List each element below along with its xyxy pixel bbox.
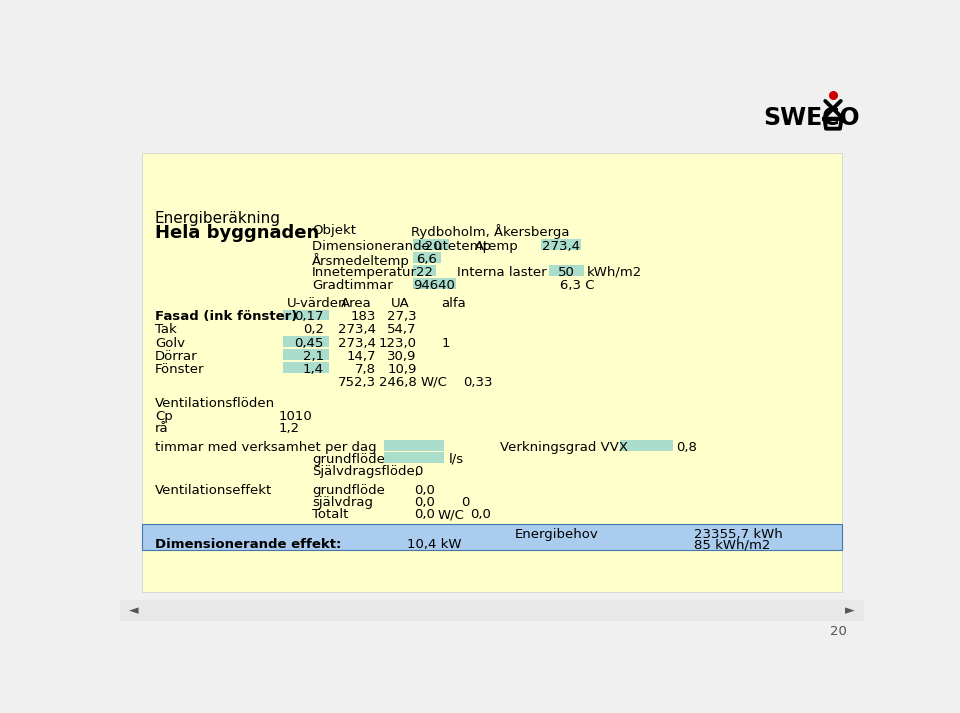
Text: 0,0: 0,0 bbox=[415, 496, 436, 509]
Text: U-värden: U-värden bbox=[287, 297, 348, 310]
Text: 0,33: 0,33 bbox=[464, 376, 492, 389]
Text: 7,8: 7,8 bbox=[355, 363, 375, 376]
Text: 183: 183 bbox=[350, 310, 375, 324]
Text: SWECO: SWECO bbox=[763, 106, 860, 130]
Text: timmar med verksamhet per dag: timmar med verksamhet per dag bbox=[155, 441, 376, 453]
Text: 0,0: 0,0 bbox=[415, 508, 436, 521]
Text: 22: 22 bbox=[416, 266, 433, 279]
Text: kWh/m2: kWh/m2 bbox=[587, 266, 642, 279]
Text: 1,2: 1,2 bbox=[278, 422, 300, 435]
Text: 23355,7 kWh: 23355,7 kWh bbox=[693, 528, 782, 540]
Text: Hela byggnaden: Hela byggnaden bbox=[155, 224, 319, 242]
Text: Innetemperatur: Innetemperatur bbox=[312, 266, 418, 279]
Text: 27,3: 27,3 bbox=[387, 310, 417, 324]
Text: 0,17: 0,17 bbox=[295, 310, 324, 324]
Bar bbox=[413, 239, 448, 250]
Text: 273,4: 273,4 bbox=[338, 324, 375, 337]
Text: Självdragsflöde,: Självdragsflöde, bbox=[312, 465, 420, 478]
Text: Totalt: Totalt bbox=[312, 508, 348, 521]
Text: grundflöde: grundflöde bbox=[312, 453, 385, 466]
Text: Area: Area bbox=[341, 297, 372, 310]
Bar bbox=[383, 440, 444, 451]
Text: 0,0: 0,0 bbox=[415, 483, 436, 497]
Text: 0,45: 0,45 bbox=[295, 337, 324, 349]
Bar bbox=[283, 336, 329, 347]
Text: Tak: Tak bbox=[155, 324, 177, 337]
Bar bbox=[413, 265, 436, 276]
Text: 246,8: 246,8 bbox=[379, 376, 417, 389]
Text: Verkningsgrad VVX: Verkningsgrad VVX bbox=[500, 441, 628, 453]
Text: Fönster: Fönster bbox=[155, 363, 204, 376]
Text: Gradtimmar: Gradtimmar bbox=[312, 279, 393, 292]
Text: 0: 0 bbox=[461, 496, 469, 509]
Text: 94640: 94640 bbox=[413, 279, 455, 292]
Text: -20: -20 bbox=[420, 240, 442, 252]
Text: Årsmedeltemp: Årsmedeltemp bbox=[312, 252, 410, 267]
Text: 2,1: 2,1 bbox=[302, 349, 324, 363]
Text: UA: UA bbox=[392, 297, 410, 310]
Text: ►: ► bbox=[845, 604, 854, 617]
Bar bbox=[283, 362, 329, 373]
Text: 20: 20 bbox=[830, 625, 847, 637]
Text: W/C: W/C bbox=[438, 508, 465, 521]
Text: 54,7: 54,7 bbox=[387, 324, 417, 337]
Text: Energibehov: Energibehov bbox=[516, 528, 599, 540]
Text: Dimensionerande effekt:: Dimensionerande effekt: bbox=[155, 538, 341, 551]
Text: 1,4: 1,4 bbox=[302, 363, 324, 376]
Text: 85 kWh/m2: 85 kWh/m2 bbox=[693, 538, 770, 551]
Text: rå: rå bbox=[155, 422, 169, 435]
Bar bbox=[413, 278, 456, 289]
Text: Energiberäkning: Energiberäkning bbox=[155, 211, 281, 226]
Bar bbox=[383, 452, 444, 463]
Text: 6,3 C: 6,3 C bbox=[561, 279, 594, 292]
Text: 0,8: 0,8 bbox=[676, 441, 697, 453]
Bar bbox=[540, 239, 581, 250]
Text: 0,2: 0,2 bbox=[302, 324, 324, 337]
Text: Rydboholm, Åkersberga: Rydboholm, Åkersberga bbox=[411, 224, 569, 239]
Text: grundflöde: grundflöde bbox=[312, 483, 385, 497]
Text: 10,4 kW: 10,4 kW bbox=[407, 538, 461, 551]
Text: Interna laster: Interna laster bbox=[457, 266, 547, 279]
Text: Ventilationsflöden: Ventilationsflöden bbox=[155, 397, 275, 411]
Text: Ventilationseffekt: Ventilationseffekt bbox=[155, 483, 272, 497]
Bar bbox=[120, 600, 864, 622]
Text: 6,6: 6,6 bbox=[417, 252, 438, 266]
Text: 0,0: 0,0 bbox=[470, 508, 492, 521]
Text: 30,9: 30,9 bbox=[388, 349, 417, 363]
Text: Golv: Golv bbox=[155, 337, 185, 349]
Text: ◄: ◄ bbox=[130, 604, 139, 617]
Text: 0: 0 bbox=[415, 465, 422, 478]
Text: 1010: 1010 bbox=[278, 410, 313, 423]
Text: Dörrar: Dörrar bbox=[155, 349, 198, 363]
Text: 273,4: 273,4 bbox=[338, 337, 375, 349]
Text: W/C: W/C bbox=[420, 376, 447, 389]
Bar bbox=[283, 309, 329, 320]
Text: 14,7: 14,7 bbox=[347, 349, 375, 363]
Text: 123,0: 123,0 bbox=[379, 337, 417, 349]
Bar bbox=[142, 523, 842, 550]
Text: Fasad (ink fönster): Fasad (ink fönster) bbox=[155, 310, 298, 324]
Text: Objekt: Objekt bbox=[312, 224, 356, 237]
Text: 752,3: 752,3 bbox=[338, 376, 375, 389]
Text: 10,9: 10,9 bbox=[388, 363, 417, 376]
Text: Dimensionerande utetemp: Dimensionerande utetemp bbox=[312, 240, 492, 252]
Bar bbox=[142, 153, 842, 593]
Text: självdrag: självdrag bbox=[312, 496, 373, 509]
Text: Cp: Cp bbox=[155, 410, 173, 423]
Text: l/s: l/s bbox=[448, 453, 464, 466]
Text: 273,4: 273,4 bbox=[542, 240, 580, 252]
Bar bbox=[548, 265, 585, 276]
Bar bbox=[620, 440, 673, 451]
Text: alfa: alfa bbox=[442, 297, 467, 310]
Text: 1: 1 bbox=[442, 337, 450, 349]
Bar bbox=[283, 349, 329, 359]
Text: Atemp: Atemp bbox=[475, 240, 518, 252]
Bar bbox=[413, 252, 441, 262]
Text: 50: 50 bbox=[558, 266, 575, 279]
